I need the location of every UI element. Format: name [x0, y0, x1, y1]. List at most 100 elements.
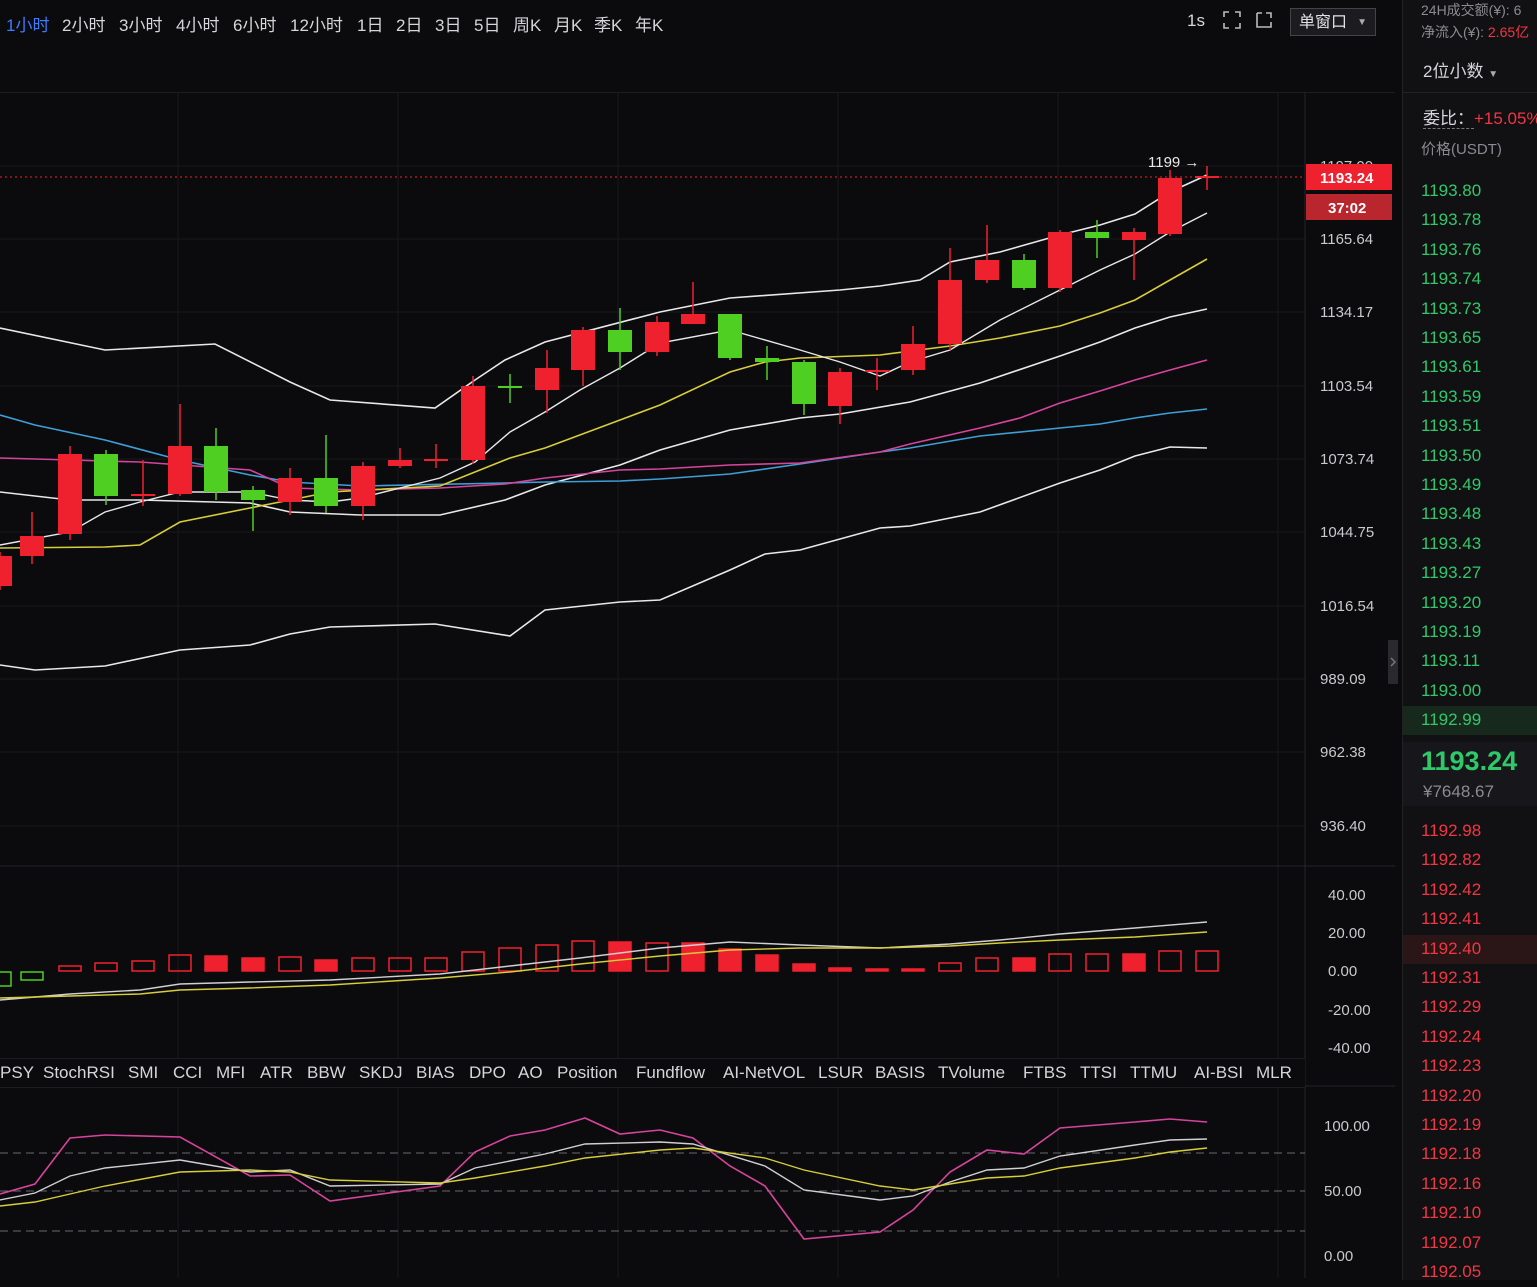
bid-row[interactable]: 1192.18 — [1403, 1140, 1537, 1169]
order-price: 1192.99 — [1421, 710, 1482, 730]
candle — [901, 326, 925, 375]
ask-row[interactable]: 1193.76 — [1403, 236, 1537, 265]
bid-row[interactable]: 1192.19 — [1403, 1111, 1537, 1140]
decimals-dropdown[interactable]: 2位小数 ▼ — [1423, 57, 1498, 82]
macd-bar — [1048, 953, 1072, 972]
timeframe-月K[interactable]: 月K — [554, 16, 583, 35]
indicator-tab-ttmu[interactable]: TTMU — [1130, 1063, 1178, 1082]
window-mode-dropdown[interactable]: 单窗口 ▼ — [1290, 8, 1376, 36]
timeframe-3日[interactable]: 3日 — [435, 16, 462, 35]
indicator-tab-bbw[interactable]: BBW — [307, 1063, 346, 1082]
timeframe-1日[interactable]: 1日 — [357, 16, 384, 35]
ask-row[interactable]: 1193.78 — [1403, 206, 1537, 235]
kdj-k-line — [0, 1138, 1208, 1201]
indicator-tab-ftbs[interactable]: FTBS — [1023, 1063, 1067, 1082]
timeframe-2日[interactable]: 2日 — [396, 16, 423, 35]
ask-row[interactable]: 1193.65 — [1403, 324, 1537, 353]
bid-row[interactable]: 1192.24 — [1403, 1023, 1537, 1052]
panel-collapse-handle[interactable] — [1388, 640, 1398, 684]
order-price: 1192.98 — [1421, 821, 1482, 840]
indicator-tab-smi[interactable]: SMI — [128, 1063, 159, 1082]
indicator-tab-ao[interactable]: AO — [518, 1063, 543, 1082]
indicator-tab-stochrsi[interactable]: StochRSI — [43, 1063, 115, 1082]
ask-row[interactable]: 1193.59 — [1403, 383, 1537, 412]
timeframe-6小时[interactable]: 6小时 — [233, 16, 277, 35]
timeframe-12小时[interactable]: 12小时 — [290, 16, 343, 35]
current-price-text: 1193.24 — [1320, 170, 1374, 187]
indicator-tab-bias[interactable]: BIAS — [416, 1063, 455, 1082]
ratio-label: 委比： — [1423, 109, 1474, 129]
bid-row[interactable]: 1192.31 — [1403, 964, 1537, 993]
ask-row[interactable]: 1193.20 — [1403, 589, 1537, 618]
indicator-tab-lsur[interactable]: LSUR — [818, 1063, 864, 1082]
bid-row[interactable]: 1192.23 — [1403, 1052, 1537, 1081]
candlestick-chart[interactable]: 1165.64 1134.17 1103.54 1073.74 1044.75 1016.… — [0, 92, 1395, 1280]
indicator-tab-ttsi[interactable]: TTSI — [1080, 1063, 1117, 1082]
indicator-tab-tvolume[interactable]: TVolume — [938, 1063, 1006, 1082]
bid-row[interactable]: 1192.82 — [1403, 846, 1537, 875]
bid-row[interactable]: 1192.40 — [1403, 934, 1537, 964]
timeframe-周K[interactable]: 周K — [513, 16, 542, 35]
timeframe-5日[interactable]: 5日 — [474, 16, 501, 35]
bid-row[interactable]: 1192.07 — [1403, 1229, 1537, 1258]
indicator-tab-psy[interactable]: PSY — [0, 1063, 35, 1082]
indicator-tab-ai-bsi[interactable]: AI-BSI — [1194, 1063, 1244, 1082]
indicator-tab-mlr[interactable]: MLR — [1256, 1063, 1292, 1082]
chevron-down-icon: ▼ — [1357, 17, 1367, 28]
ask-row[interactable]: 1193.11 — [1403, 647, 1537, 676]
timeframe-2小时[interactable]: 2小时 — [62, 16, 106, 35]
ask-row[interactable]: 1192.99 — [1403, 706, 1537, 736]
indicator-tab-cci[interactable]: CCI — [173, 1063, 203, 1082]
candle — [498, 374, 522, 403]
ask-row[interactable]: 1193.48 — [1403, 500, 1537, 529]
bid-row[interactable]: 1192.98 — [1403, 817, 1537, 846]
macd-dif-line — [0, 921, 1208, 1001]
order-price: 1193.74 — [1421, 269, 1482, 289]
timeframe-年K[interactable]: 年K — [635, 16, 664, 35]
indicator-tab-mfi[interactable]: MFI — [216, 1063, 246, 1082]
price-axis-label: 1016.54 — [1320, 598, 1374, 615]
indicator-line — [0, 408, 1208, 487]
macd-bar — [865, 968, 889, 972]
bid-row[interactable]: 1192.10 — [1403, 1199, 1537, 1228]
ask-row[interactable]: 1193.49 — [1403, 471, 1537, 500]
ask-row[interactable]: 1193.00 — [1403, 677, 1537, 706]
ask-row[interactable]: 1193.50 — [1403, 442, 1537, 471]
indicator-tab-basis[interactable]: BASIS — [875, 1063, 926, 1082]
bid-row[interactable]: 1192.41 — [1403, 905, 1537, 934]
ask-row[interactable]: 1193.27 — [1403, 559, 1537, 588]
ask-row[interactable]: 1193.73 — [1403, 295, 1537, 324]
price-axis-label: 989.09 — [1320, 671, 1366, 688]
macd-bar — [424, 957, 448, 972]
candle — [241, 486, 265, 531]
ask-row[interactable]: 1193.61 — [1403, 353, 1537, 382]
bid-row[interactable]: 1192.20 — [1403, 1082, 1537, 1111]
ask-row[interactable]: 1193.51 — [1403, 412, 1537, 441]
bid-row[interactable]: 1192.42 — [1403, 876, 1537, 905]
indicator-tab-ai-netvol[interactable]: AI-NetVOL — [723, 1063, 806, 1082]
timeframe-3小时[interactable]: 3小时 — [119, 16, 163, 35]
fullscreen-icon[interactable] — [1222, 10, 1242, 30]
ask-row[interactable]: 1193.43 — [1403, 530, 1537, 559]
macd-bar — [498, 947, 522, 972]
ask-row[interactable]: 1193.74 — [1403, 265, 1537, 294]
timeframe-4小时[interactable]: 4小时 — [176, 16, 220, 35]
indicator-tab-atr[interactable]: ATR — [260, 1063, 293, 1082]
bid-row[interactable]: 1192.05 — [1403, 1258, 1537, 1287]
macd-bar — [681, 942, 705, 972]
candle — [718, 314, 742, 360]
ask-row[interactable]: 1193.19 — [1403, 618, 1537, 647]
timeframe-季K[interactable]: 季K — [594, 16, 623, 35]
indicator-tab-skdj[interactable]: SKDJ — [359, 1063, 403, 1082]
ask-row[interactable]: 1193.80 — [1403, 177, 1537, 206]
bid-row[interactable]: 1192.29 — [1403, 993, 1537, 1022]
indicator-tab-dpo[interactable]: DPO — [469, 1063, 506, 1082]
indicator-tab-position[interactable]: Position — [557, 1063, 618, 1082]
refresh-interval[interactable]: 1s — [1187, 11, 1205, 30]
kdj-d-line — [0, 1147, 1208, 1207]
indicator-tab-fundflow[interactable]: Fundflow — [636, 1063, 705, 1082]
price-tags: 1193.24 37:02 1199 → — [0, 154, 1392, 220]
timeframe-1小时[interactable]: 1小时 — [6, 16, 50, 35]
bid-row[interactable]: 1192.16 — [1403, 1170, 1537, 1199]
screenshot-icon[interactable] — [1254, 10, 1274, 30]
